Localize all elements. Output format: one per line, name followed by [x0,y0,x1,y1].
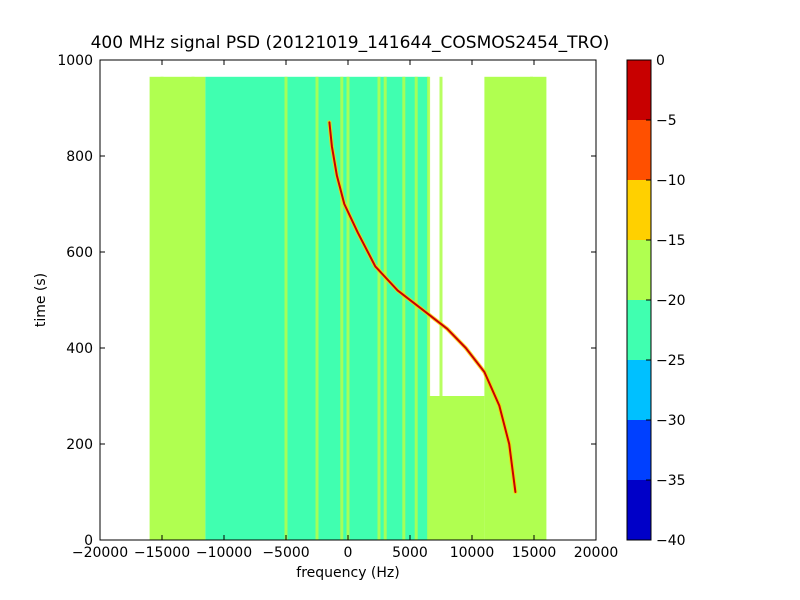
colorbar-tick-label: 0 [656,53,665,69]
interference-line [346,76,350,541]
interference-line [383,76,387,541]
colorbar-bin [627,180,651,240]
x-tick-label: −15000 [134,545,190,561]
interference-line [414,76,418,541]
interference-line [191,76,195,541]
x-tick-label: −5000 [262,545,309,561]
colorbar-bin [627,120,651,180]
x-tick-label: −20000 [72,545,128,561]
x-tick-label: 20000 [574,545,619,561]
colorbar-bins [627,60,651,540]
y-tick-label: 0 [84,533,93,549]
colorbar-tick-label: −40 [656,533,686,549]
colorbar-bin [627,240,651,300]
signal-trace-layer [327,120,518,494]
colorbar-bin [627,300,651,360]
y-tick-label: 600 [66,245,93,261]
interference-line [377,76,381,541]
colorbar-tick-label: −5 [656,113,677,129]
x-tick-label: 0 [344,545,353,561]
plot-area: −20000 −15000 −10000 −5000 0 5000 10000 15000 20… [57,53,618,561]
colorbar-tick-label: −20 [656,293,686,309]
heatmap-layer [149,76,547,541]
x-tick-label: −10000 [196,545,252,561]
y-tick-label: 400 [66,341,93,357]
x-tick-label: 10000 [450,545,495,561]
colorbar-bin [627,60,651,120]
colorbar-tick-label: −25 [656,353,686,369]
colorbar: 0 −5 −10 −15 −20 −25 −30 −35 −40 [626,53,686,549]
colorbar-tick-label: −35 [656,473,686,489]
colorbar-tick-label: −30 [656,413,686,429]
interference-line [530,76,534,541]
x-axis-label: frequency (Hz) [296,565,399,581]
colorbar-bin [627,360,651,420]
colorbar-bin [627,420,651,480]
colorbar-tick-label: −10 [656,173,686,189]
interference-line [315,76,319,541]
x-tick-label: 15000 [512,545,557,561]
interference-line [439,76,443,541]
interference-line [284,76,288,541]
interference-line [402,76,406,541]
interference-line [427,76,431,541]
interference-line [340,76,344,541]
signal-trace [328,121,517,493]
colorbar-ticks: 0 −5 −10 −15 −20 −25 −30 −35 −40 [646,53,686,549]
heatmap-band [149,76,206,541]
heatmap-band [484,76,547,541]
heatmap-band [428,396,485,540]
y-tick-label: 800 [66,149,93,165]
colorbar-tick-label: −15 [656,233,686,249]
x-axis-ticks: −20000 −15000 −10000 −5000 0 5000 10000 15000 20… [72,60,618,561]
y-axis-label: time (s) [33,273,49,327]
y-axis-ticks: 0 200 400 600 800 1000 [57,53,596,549]
y-tick-label: 1000 [57,53,93,69]
interference-line [160,76,164,541]
colorbar-bin [627,480,651,540]
x-tick-label: 5000 [392,545,428,561]
y-tick-label: 200 [66,437,93,453]
chart-title: 400 MHz signal PSD (20121019_141644_COSM… [91,33,610,53]
